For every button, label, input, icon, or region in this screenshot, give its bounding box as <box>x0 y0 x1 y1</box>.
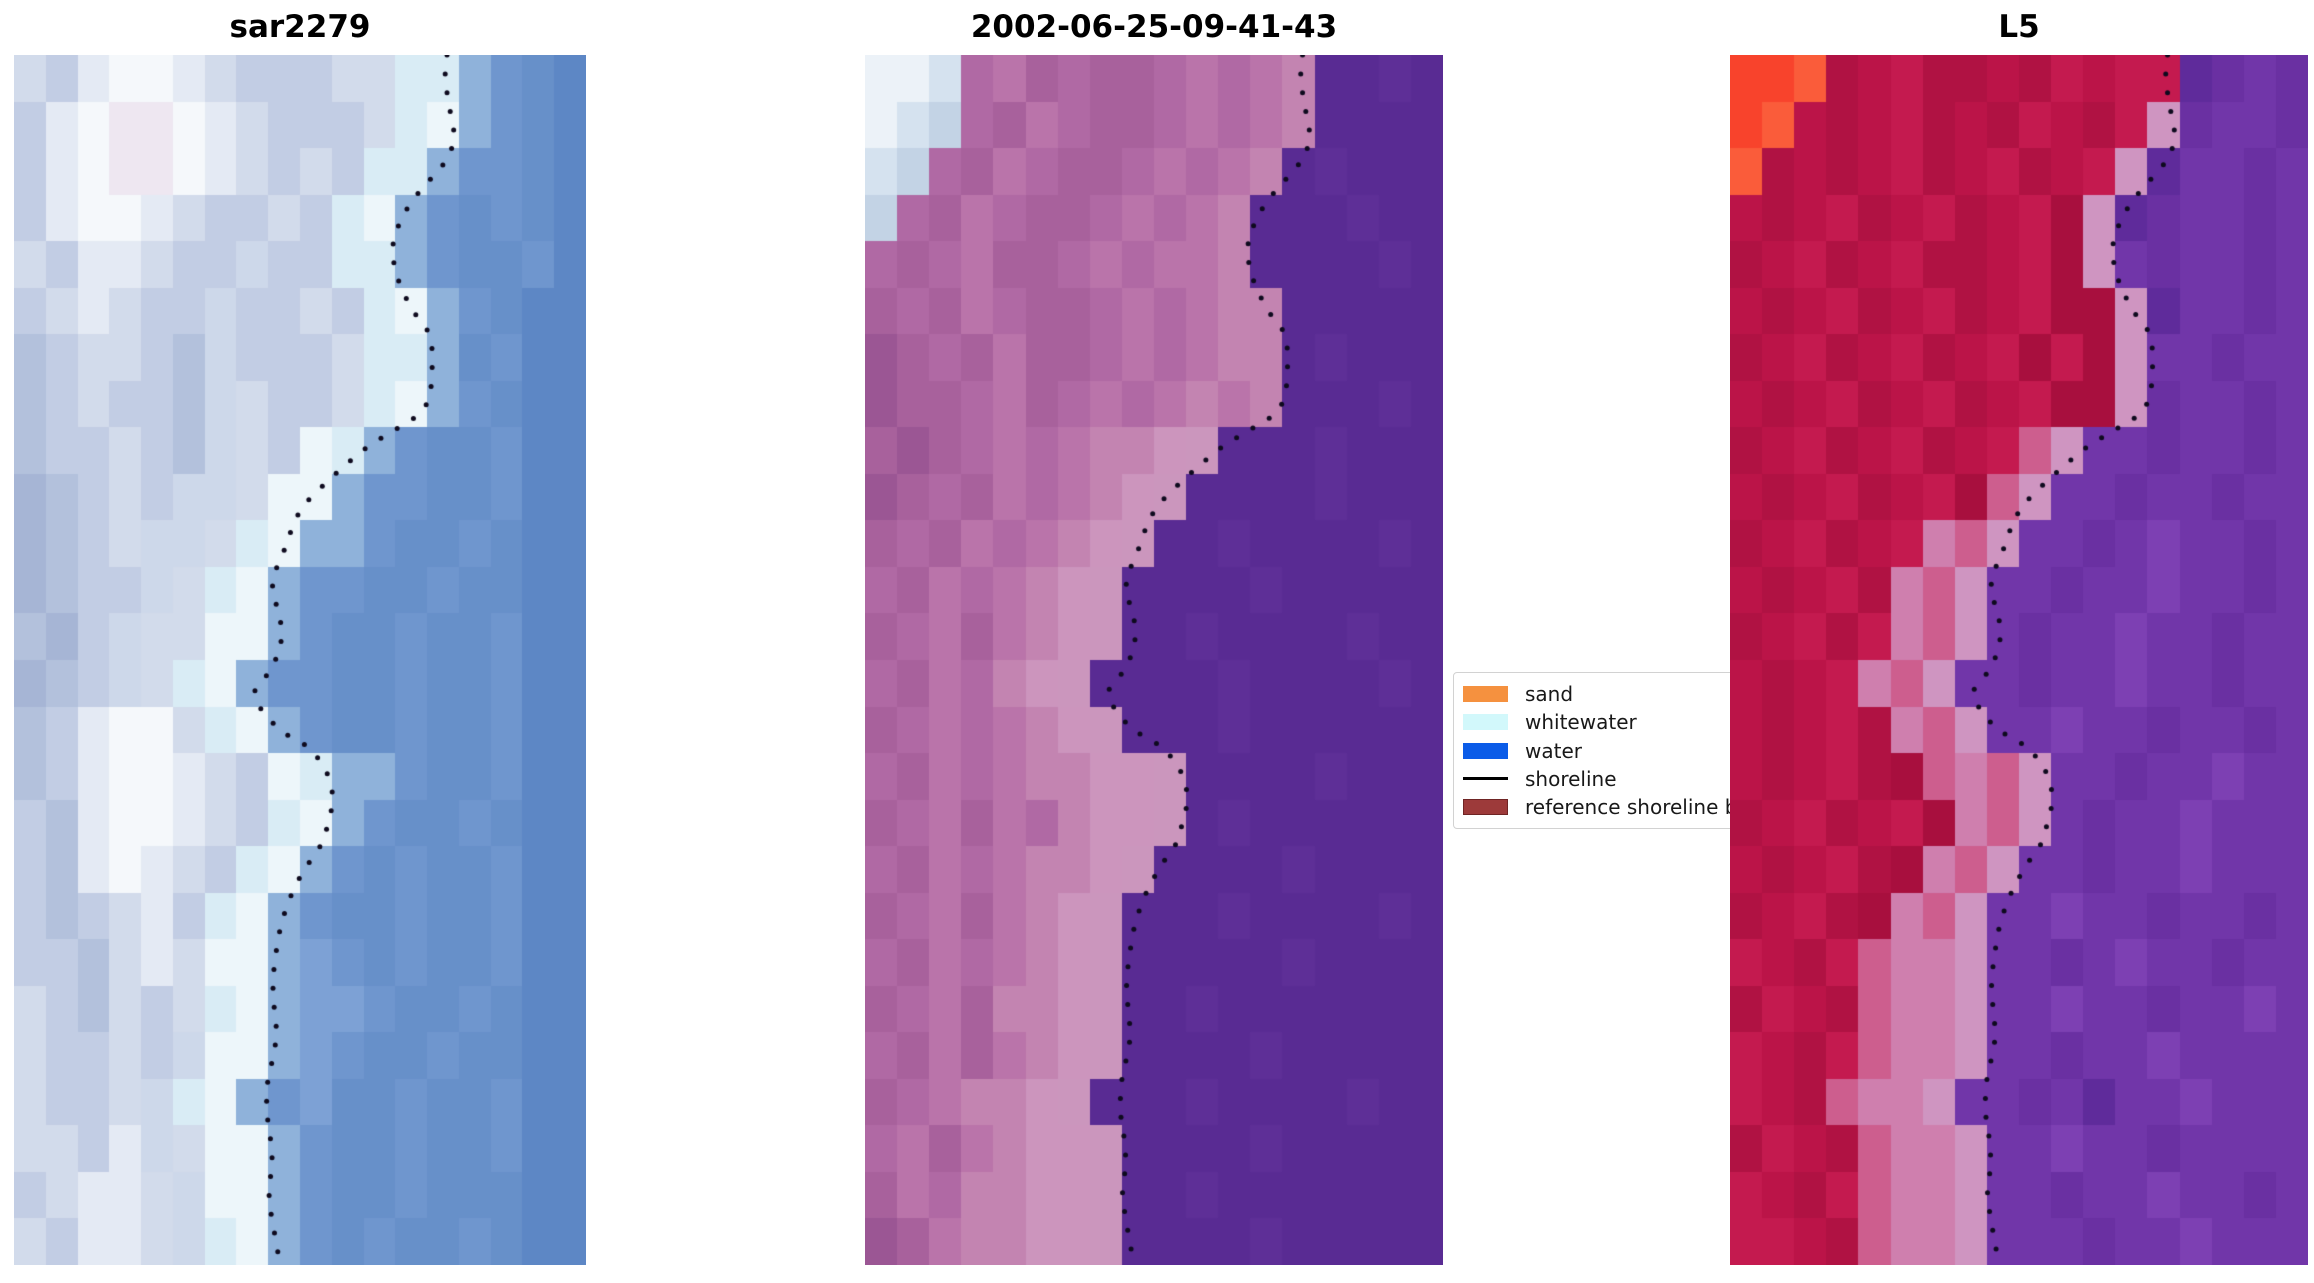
legend-label: whitewater <box>1525 710 1637 735</box>
water-swatch-icon <box>1463 742 1508 759</box>
legend-label: shoreline <box>1525 766 1617 791</box>
classified-image <box>865 55 1443 1265</box>
panel-title-sar: sar2279 <box>229 9 371 45</box>
panel-title-l5: L5 <box>1998 9 2040 45</box>
legend-entry-sand: sand <box>1463 681 1784 707</box>
legend-label: sand <box>1525 682 1574 706</box>
legend-entry-shoreline: shoreline <box>1463 766 1784 792</box>
legend-label: water <box>1525 738 1582 763</box>
l5-image <box>1730 55 2308 1265</box>
satellite-image-panel-l5 <box>1730 55 2308 1265</box>
panel-title-date: 2002-06-25-09-41-43 <box>970 9 1338 45</box>
legend-entry-water: water <box>1463 738 1784 764</box>
legend: sand whitewater water shoreline reference sh… <box>1453 672 1785 829</box>
legend-entry-whitewater: whitewater <box>1463 709 1784 735</box>
satellite-image-panel-classified <box>865 55 1443 1265</box>
shoreline-swatch-icon <box>1463 777 1508 781</box>
sar-image <box>14 55 586 1265</box>
reference-shoreline-buffer-swatch-icon <box>1463 799 1508 815</box>
whitewater-swatch-icon <box>1463 714 1508 731</box>
sand-swatch-icon <box>1463 686 1508 702</box>
satellite-image-panel-sar <box>14 55 586 1265</box>
